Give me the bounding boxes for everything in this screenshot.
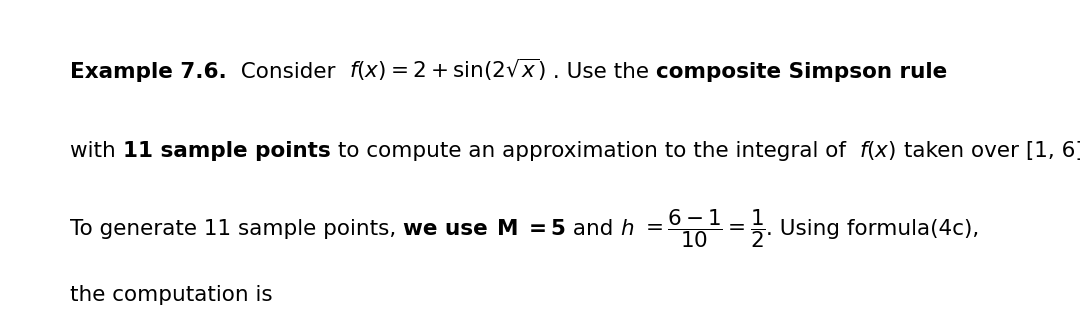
Text: . Using formula(4c),: . Using formula(4c), (766, 219, 980, 239)
Text: with: with (70, 141, 123, 161)
Text: $f(x) = 2 + \sin(2\sqrt{x})$: $f(x) = 2 + \sin(2\sqrt{x})$ (349, 57, 545, 83)
Text: . Use the: . Use the (545, 62, 656, 82)
Text: the computation is: the computation is (70, 285, 273, 305)
Text: Consider: Consider (227, 62, 349, 82)
Text: taken over [1, 6].: taken over [1, 6]. (896, 141, 1080, 161)
Text: Example 7.6.: Example 7.6. (70, 62, 227, 82)
Text: $h$: $h$ (620, 219, 634, 239)
Text: 11 sample points: 11 sample points (123, 141, 330, 161)
Text: To generate 11 sample points,: To generate 11 sample points, (70, 219, 403, 239)
Text: $= \dfrac{6-1}{10} = \dfrac{1}{2}$: $= \dfrac{6-1}{10} = \dfrac{1}{2}$ (634, 208, 766, 250)
Text: $\mathbf{M}$: $\mathbf{M}$ (496, 219, 517, 239)
Text: and: and (566, 219, 620, 239)
Text: $\mathbf{= 5}$: $\mathbf{= 5}$ (524, 219, 566, 239)
Text: $f(x)$: $f(x)$ (860, 139, 896, 162)
Text: we use: we use (403, 219, 496, 239)
Text: to compute an approximation to the integral of: to compute an approximation to the integ… (330, 141, 860, 161)
Text: composite Simpson rule: composite Simpson rule (656, 62, 947, 82)
